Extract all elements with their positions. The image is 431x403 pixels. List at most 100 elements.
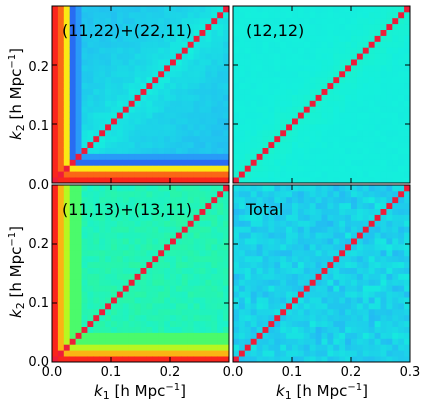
heatmap-cell [356, 124, 364, 131]
heatmap-cell [217, 232, 224, 239]
heatmap-cell [321, 147, 328, 154]
heatmap-cell [297, 185, 305, 192]
heatmap-cell [327, 308, 334, 316]
heatmap-cell [152, 147, 159, 154]
heatmap-cell [250, 303, 257, 310]
heatmap-cell [134, 356, 141, 363]
heatmap-cell [309, 356, 316, 363]
heatmap-cell [170, 308, 177, 316]
heatmap-cell [170, 273, 177, 280]
heatmap-cell [356, 279, 364, 286]
heatmap-cell [268, 320, 275, 327]
heatmap-cell [111, 47, 118, 54]
heatmap-cell [256, 124, 263, 131]
heatmap-cell [134, 147, 141, 154]
heatmap-cell [280, 11, 287, 19]
heatmap-cell [380, 177, 387, 184]
heatmap-cell [52, 124, 59, 131]
heatmap-cell [274, 82, 281, 89]
heatmap-cell [146, 165, 153, 172]
heatmap-cell [75, 267, 82, 274]
heatmap-cell [152, 291, 159, 298]
heatmap-cell [152, 82, 159, 89]
heatmap-cell [268, 82, 275, 89]
heatmap-cell [321, 249, 328, 257]
heatmap-cell [297, 303, 305, 310]
heatmap-cell [175, 23, 183, 30]
heatmap-cell [57, 185, 65, 192]
heatmap-cell [128, 356, 135, 363]
heatmap-cell [205, 185, 212, 192]
heatmap-cell [368, 196, 375, 204]
heatmap-cell [238, 124, 246, 131]
heatmap-cell [81, 285, 88, 292]
heatmap-cell [262, 190, 269, 198]
heatmap-cell [170, 112, 177, 119]
heatmap-cell [134, 153, 141, 160]
heatmap-cell [374, 238, 381, 245]
heatmap-cell [116, 226, 124, 233]
heatmap-cell [193, 326, 200, 333]
heatmap-cell [158, 165, 165, 172]
heatmap-cell [152, 165, 159, 172]
heatmap-cell [238, 129, 246, 137]
heatmap-cell [75, 171, 82, 178]
heatmap-cell [199, 112, 206, 119]
heatmap-cell [286, 255, 293, 263]
heatmap-cell [193, 232, 200, 239]
heatmap-cell [105, 82, 112, 89]
heatmap-cell [69, 350, 76, 357]
heatmap-cell [199, 65, 206, 72]
heatmap-cell [333, 41, 340, 48]
heatmap-cell [297, 279, 305, 286]
heatmap-cell [333, 220, 340, 227]
heatmap-cell [205, 82, 212, 89]
heatmap-cell [256, 177, 263, 184]
heatmap-cell [111, 118, 118, 125]
heatmap-cell [175, 82, 183, 89]
heatmap-cell [93, 279, 100, 286]
heatmap-cell [256, 159, 263, 166]
heatmap-cell [398, 350, 405, 357]
heatmap-cell [217, 106, 224, 113]
heatmap-cell [152, 124, 159, 131]
heatmap-cell [105, 190, 112, 198]
heatmap-cell [286, 238, 293, 245]
heatmap-cell [374, 190, 381, 198]
heatmap-cell [116, 279, 124, 286]
heatmap-cell [193, 147, 200, 154]
heatmap-cell [158, 326, 165, 333]
heatmap-cell [122, 338, 130, 345]
heatmap-cell [351, 35, 358, 42]
heatmap-cell [199, 53, 206, 60]
heatmap-cell [303, 53, 311, 60]
heatmap-cell [274, 226, 281, 233]
heatmap-cell [297, 41, 305, 48]
heatmap-cell [321, 100, 328, 107]
heatmap-cell [63, 220, 71, 227]
heatmap-cell [193, 53, 200, 60]
heatmap-cell [274, 135, 281, 143]
heatmap-cell [333, 106, 340, 113]
heatmap-cell [170, 41, 177, 48]
heatmap-cell [122, 82, 130, 89]
heatmap-cell [315, 100, 322, 107]
heatmap-cell [57, 124, 65, 131]
heatmap-cell [256, 47, 263, 54]
heatmap-cell [333, 88, 340, 95]
heatmap-cell [158, 267, 165, 274]
heatmap-cell [345, 6, 352, 13]
heatmap-cell [250, 118, 257, 125]
heatmap-cell [99, 159, 106, 166]
heatmap-cell [256, 314, 263, 322]
heatmap-cell [297, 320, 305, 327]
heatmap-cell [57, 141, 65, 148]
heatmap-cell [398, 106, 405, 113]
heatmap-cell [404, 53, 411, 60]
heatmap-cell [268, 291, 275, 298]
heatmap-cell [368, 153, 375, 160]
heatmap-cell [274, 350, 281, 357]
heatmap-cell [374, 196, 381, 204]
heatmap-cell [164, 147, 171, 154]
heatmap-cell [87, 129, 94, 137]
